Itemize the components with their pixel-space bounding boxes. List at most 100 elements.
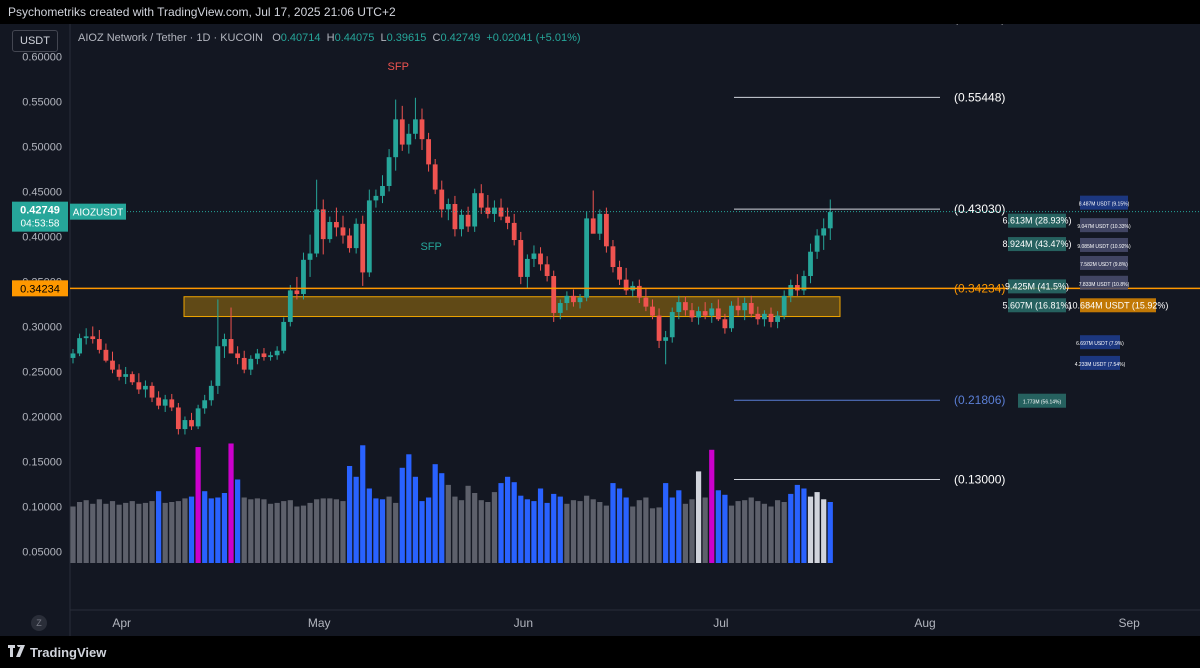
candle-body[interactable] (571, 295, 576, 303)
candle-body[interactable] (353, 223, 359, 249)
candle-body[interactable] (413, 119, 418, 134)
candle-body[interactable] (676, 302, 682, 313)
candle-body[interactable] (162, 399, 168, 406)
candle-body[interactable] (307, 253, 313, 260)
candle-body[interactable] (347, 235, 352, 249)
candle-body[interactable] (189, 420, 194, 427)
candle-body[interactable] (182, 420, 188, 430)
candle-body[interactable] (781, 295, 787, 316)
candle-body[interactable] (557, 303, 563, 313)
candle-body[interactable] (808, 251, 813, 277)
candle-body[interactable] (175, 407, 181, 430)
candle-body[interactable] (235, 353, 241, 358)
candle-body[interactable] (294, 290, 300, 295)
candle-body[interactable] (597, 213, 603, 234)
candle-body[interactable] (406, 133, 412, 145)
candle-body[interactable] (90, 336, 96, 340)
candle-body[interactable] (505, 216, 511, 223)
candle-body[interactable] (261, 353, 267, 358)
candle-body[interactable] (610, 246, 616, 268)
candle-body[interactable] (577, 297, 583, 303)
candle-body[interactable] (419, 119, 425, 140)
candle-body[interactable] (814, 235, 820, 252)
candle-body[interactable] (564, 295, 570, 304)
candle-body[interactable] (281, 321, 287, 351)
candle-body[interactable] (643, 297, 649, 307)
candle-body[interactable] (584, 218, 590, 298)
candle-body[interactable] (524, 258, 530, 277)
candle-body[interactable] (445, 203, 451, 210)
candle-body[interactable] (551, 276, 557, 313)
candle-body[interactable] (426, 139, 431, 165)
candle-body[interactable] (459, 214, 464, 230)
candle-body[interactable] (623, 279, 629, 291)
candle-body[interactable] (636, 285, 642, 298)
candle-body[interactable] (518, 240, 524, 277)
candle-body[interactable] (208, 385, 214, 401)
candle-body[interactable] (492, 207, 497, 214)
candle-body[interactable] (498, 207, 504, 217)
candle-body[interactable] (762, 313, 767, 320)
candle-body[interactable] (702, 311, 708, 316)
candle-body[interactable] (775, 315, 780, 322)
chart-frame[interactable]: 0.650000.600000.550000.500000.450000.400… (0, 24, 1200, 636)
candle-body[interactable] (202, 400, 208, 409)
candle-body[interactable] (215, 346, 221, 386)
candle-body[interactable] (544, 264, 550, 277)
currency-button[interactable]: USDT (12, 30, 58, 52)
candle-body[interactable] (801, 276, 807, 291)
candle-body[interactable] (472, 193, 478, 227)
candle-body[interactable] (696, 311, 701, 318)
candle-body[interactable] (735, 305, 741, 311)
candle-body[interactable] (531, 253, 537, 259)
candle-body[interactable] (478, 193, 484, 208)
candle-body[interactable] (715, 308, 721, 320)
candle-body[interactable] (77, 338, 82, 354)
candle-body[interactable] (110, 360, 115, 370)
candle-body[interactable] (393, 119, 399, 158)
candle-body[interactable] (452, 203, 458, 230)
candle-body[interactable] (399, 119, 405, 145)
candle-body[interactable] (320, 209, 326, 240)
candle-body[interactable] (254, 353, 260, 359)
candle-body[interactable] (373, 195, 379, 201)
candle-body[interactable] (70, 353, 76, 358)
candle-body[interactable] (788, 285, 794, 296)
candle-body[interactable] (485, 207, 491, 214)
candle-body[interactable] (287, 290, 293, 322)
candle-body[interactable] (274, 350, 280, 356)
candle-body[interactable] (768, 313, 774, 322)
candle-body[interactable] (827, 212, 833, 229)
candle-body[interactable] (722, 319, 728, 329)
candle-body[interactable] (241, 357, 247, 370)
candle-body[interactable] (360, 223, 366, 273)
candle-body[interactable] (439, 189, 445, 210)
candle-body[interactable] (268, 355, 273, 358)
candle-body[interactable] (617, 267, 622, 280)
candle-body[interactable] (689, 310, 695, 318)
candle-body[interactable] (116, 369, 122, 377)
candle-body[interactable] (222, 339, 227, 347)
candle-body[interactable] (334, 222, 339, 228)
candle-body[interactable] (821, 228, 827, 236)
candle-body[interactable] (248, 358, 254, 370)
scale-toggle-button[interactable]: Z (31, 615, 47, 631)
candle-body[interactable] (729, 305, 734, 329)
candle-body[interactable] (683, 302, 688, 311)
candle-body[interactable] (129, 374, 135, 383)
candle-body[interactable] (123, 374, 129, 377)
candle-body[interactable] (149, 385, 155, 398)
candle-body[interactable] (748, 303, 754, 314)
candle-body[interactable] (340, 227, 346, 236)
candle-body[interactable] (669, 312, 675, 338)
candle-body[interactable] (742, 303, 748, 311)
candle-body[interactable] (380, 185, 385, 196)
candle-body[interactable] (650, 306, 655, 316)
candle-body[interactable] (169, 399, 175, 408)
candle-body[interactable] (83, 336, 89, 339)
candle-body[interactable] (663, 337, 669, 341)
candle-body[interactable] (386, 157, 392, 186)
candle-body[interactable] (195, 408, 201, 427)
candle-body[interactable] (709, 308, 715, 316)
candle-body[interactable] (228, 339, 234, 354)
